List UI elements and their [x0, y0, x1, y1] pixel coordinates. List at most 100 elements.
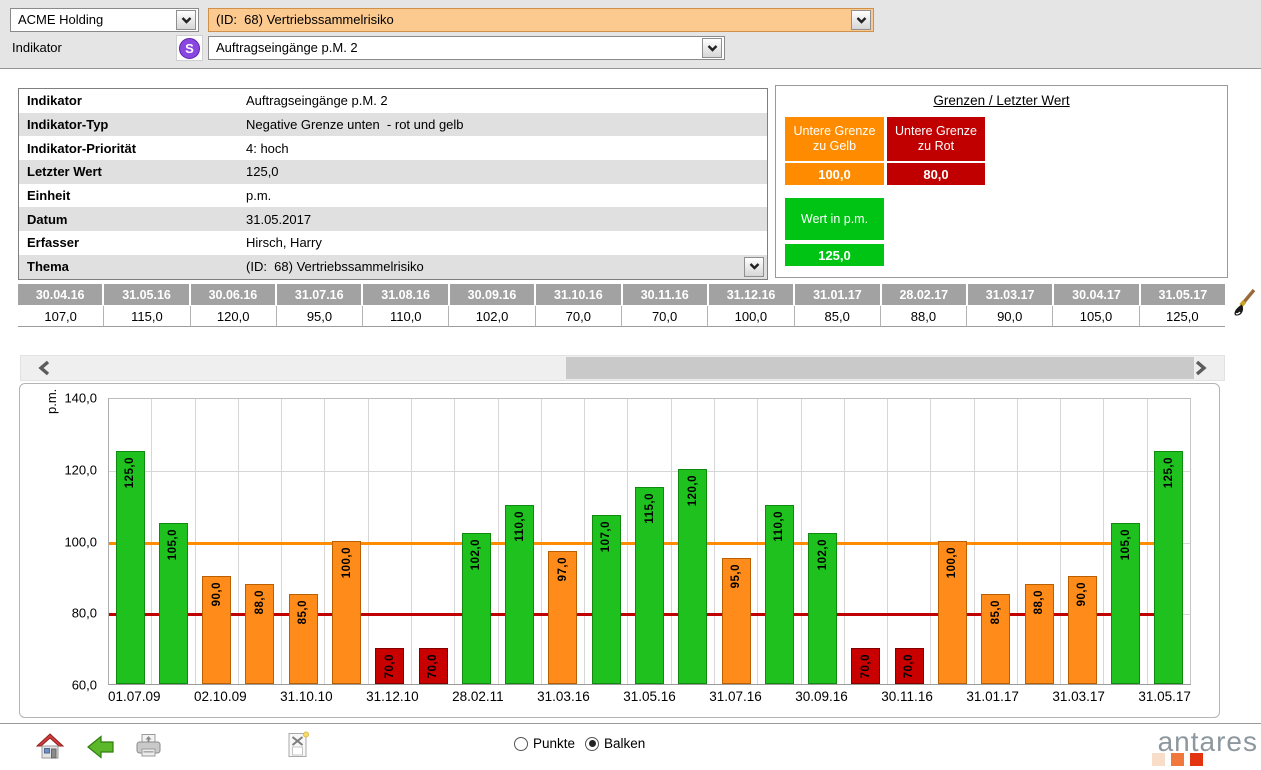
x-axis-label [504, 689, 537, 704]
x-axis-labels: 01.07.09 02.10.09 31.10.10 31.12.10 28.02.11… [108, 689, 1191, 704]
x-axis-label: 31.10.10 [280, 689, 333, 704]
info-row-label: Datum [27, 211, 68, 227]
bar-value-label: 85,0 [297, 600, 310, 625]
x-axis-label [1105, 689, 1138, 704]
history-value-cell: 105,0 [1053, 306, 1140, 327]
horizontal-gridline [109, 470, 1191, 472]
info-row-value: Negative Grenze unten - rot und gelb [246, 117, 464, 133]
info-row-value: p.m. [246, 188, 272, 204]
bar-value-label: 125,0 [124, 456, 137, 489]
chevron-down-icon[interactable] [176, 10, 196, 30]
red-limit-label-box: Untere Grenze zu Rot [887, 117, 985, 161]
bar-10: 110,0 [505, 504, 535, 684]
x-axis-label: 31.01.17 [966, 689, 1019, 704]
back-button[interactable] [86, 734, 116, 760]
bar-value-label: 105,0 [1119, 528, 1132, 560]
indicator-bar-chart: p.m. 140,0 120,0 100,0 80,0 60,0 125,0 105,0 9… [19, 383, 1220, 718]
bar-6: 100,0 [332, 540, 362, 684]
x-axis-label: 01.07.09 [108, 689, 161, 704]
print-button[interactable] [134, 733, 164, 760]
bar-21: 85,0 [981, 594, 1011, 684]
x-axis-label [933, 689, 966, 704]
info-row-value: 125,0 [246, 164, 279, 180]
radio-punkte-label: Punkte [533, 736, 576, 751]
logo-square-red [1190, 753, 1203, 766]
bar-value-label: 70,0 [903, 654, 916, 679]
chevron-left-icon[interactable] [27, 356, 61, 380]
x-axis-label: 28.02.11 [452, 689, 504, 704]
info-row-label: Indikator-Priorität [27, 140, 137, 156]
radio-balken-circle[interactable] [585, 736, 600, 751]
home-button[interactable] [36, 733, 64, 760]
bar-24: 105,0 [1111, 522, 1141, 684]
company-select[interactable]: ACME Holding [10, 8, 199, 32]
bar-value-label: 70,0 [859, 654, 872, 679]
red-limit-value-box: 80,0 [887, 163, 985, 185]
radio-punkte-circle[interactable] [514, 736, 528, 751]
history-value-cell: 100,0 [708, 306, 795, 327]
history-column-header: 31.05.16 [104, 284, 191, 305]
bar-value-label: 110,0 [773, 510, 786, 542]
bar-14: 120,0 [678, 468, 708, 684]
indicator-select-value: Auftragseingänge p.M. 2 [216, 40, 358, 55]
history-table: 30.04.16 31.05.16 30.06.16 31.07.16 31.08.16… [18, 284, 1226, 327]
bar-value-label: 105,0 [167, 528, 180, 560]
history-value-cell: 95,0 [276, 306, 364, 327]
x-axis-label: 30.09.16 [795, 689, 848, 704]
export-report-button[interactable] [286, 731, 311, 760]
bar-value-label: 88,0 [253, 589, 266, 614]
x-axis-tick-text: 28.02.11 [452, 689, 504, 704]
info-row: Indikator-Priorität 4: hoch [19, 136, 767, 161]
history-value-cell: 102,0 [449, 306, 536, 327]
bar-23: 90,0 [1067, 576, 1097, 684]
history-value-cell: 120,0 [190, 306, 277, 327]
history-value-cell: 107,0 [18, 306, 105, 327]
bar-value-label: 70,0 [427, 654, 440, 679]
bar-value-label: 95,0 [730, 564, 743, 589]
bar-value-label: 125,0 [1162, 456, 1175, 489]
y-axis-tick-label: 140,0 [64, 390, 97, 406]
history-column-header: 30.04.17 [1054, 284, 1141, 305]
info-row-value: Auftragseingänge p.M. 2 [246, 93, 388, 109]
history-column-header: 30.09.16 [449, 284, 537, 305]
history-value-cell: 70,0 [535, 306, 622, 327]
horizontal-scrollbar[interactable] [20, 355, 1225, 381]
x-axis-label: 31.07.16 [709, 689, 762, 704]
chart-cell: 110,0 [758, 399, 802, 684]
radio-punkte[interactable]: Punkte [514, 736, 575, 751]
bar-25: 125,0 [1154, 450, 1184, 684]
info-row-label: Indikator [27, 93, 82, 109]
bar-value-label: 100,0 [946, 546, 959, 578]
x-axis-label [676, 689, 709, 704]
chevron-down-icon[interactable] [851, 10, 871, 30]
bar-3: 90,0 [202, 576, 232, 684]
info-row: Indikator-Typ Negative Grenze unten - rot… [19, 112, 767, 137]
info-row-value: 31.05.2017 [246, 211, 312, 227]
x-axis-tick-text: 31.05.16 [623, 689, 676, 704]
current-value-label-box: Wert in p.m. [785, 198, 884, 240]
info-row: Einheit p.m. [19, 183, 767, 208]
chart-cell: 125,0 [1148, 399, 1192, 684]
radio-balken[interactable]: Balken [585, 736, 645, 751]
indicator-select[interactable]: Auftragseingänge p.M. 2 [208, 36, 725, 60]
bar-18: 70,0 [851, 648, 881, 684]
chevron-down-icon[interactable] [702, 38, 722, 58]
risk-select[interactable]: (ID: 68) Vertriebssammelrisiko [208, 8, 874, 32]
chevron-down-icon[interactable] [744, 256, 764, 277]
y-axis-tick-label: 120,0 [64, 462, 97, 478]
scrollbar-thumb[interactable] [566, 357, 1194, 379]
company-select-value: ACME Holding [18, 12, 104, 27]
footer-divider [0, 723, 1261, 724]
x-axis-tick-text: 31.03.17 [1052, 689, 1105, 704]
bar-value-label: 102,0 [816, 539, 829, 571]
chart-cell: 105,0 [152, 399, 196, 684]
chevron-right-icon[interactable] [1184, 356, 1218, 380]
history-column-header: 30.04.16 [18, 284, 105, 305]
history-column-header: 31.05.17 [1140, 284, 1226, 305]
bar-9: 102,0 [461, 533, 491, 684]
bar-20: 100,0 [937, 540, 967, 684]
bar-value-label: 110,0 [513, 510, 526, 542]
paintbrush-icon[interactable] [1231, 288, 1257, 318]
y-axis-tick-label: 100,0 [64, 534, 97, 549]
s-badge-button[interactable]: S [176, 35, 203, 61]
